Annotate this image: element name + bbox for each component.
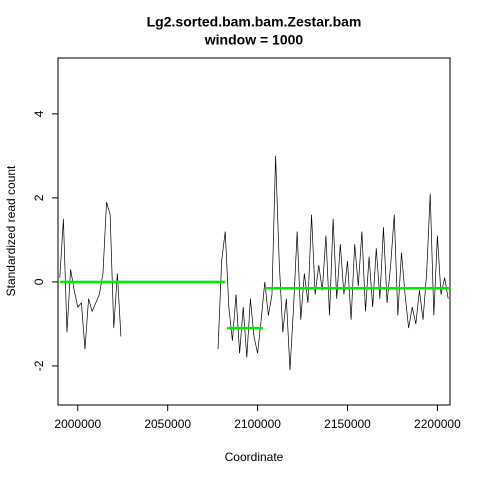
segment-line (59, 280, 450, 330)
x-tick-label: 2100000 (234, 417, 281, 431)
y-tick-label: 0 (32, 278, 46, 285)
x-tick-label: 2050000 (144, 417, 191, 431)
x-axis-label: Coordinate (225, 450, 284, 464)
y-axis-label: Standardized read count (4, 165, 18, 296)
x-tick-label: 2200000 (414, 417, 461, 431)
chart-title: Lg2.sorted.bam.bam.Zestar.bam (147, 14, 362, 30)
data-line (59, 155, 449, 371)
plot-frame (57, 57, 451, 406)
y-tick-label: 4 (32, 110, 46, 117)
x-tick-label: 2000000 (54, 417, 101, 431)
chart-subtitle: window = 1000 (204, 32, 304, 48)
y-tick-label: 2 (32, 194, 46, 201)
x-tick-label: 2150000 (324, 417, 371, 431)
y-tick-label: -2 (32, 360, 46, 371)
